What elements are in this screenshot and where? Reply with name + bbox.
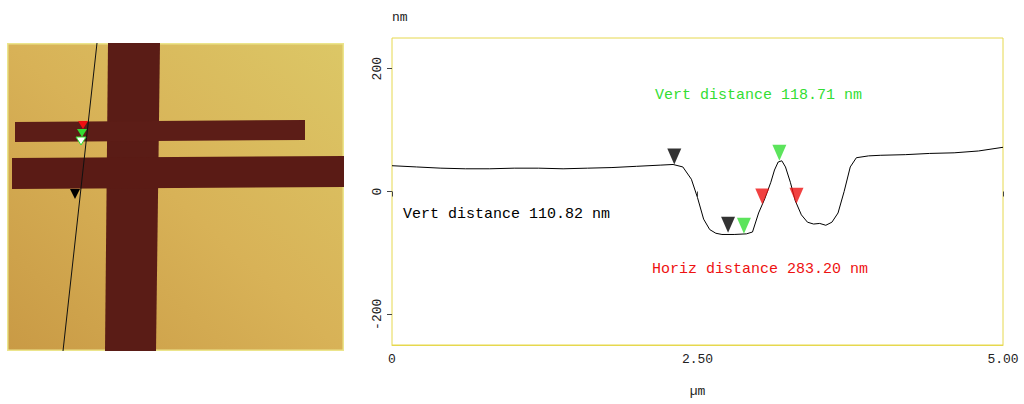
svg-text:Vert distance 118.71 nm: Vert distance 118.71 nm bbox=[655, 87, 862, 104]
svg-text:5.00: 5.00 bbox=[987, 352, 1018, 367]
svg-text:200: 200 bbox=[370, 57, 385, 80]
svg-text:Vert distance 110.82 nm: Vert distance 110.82 nm bbox=[403, 206, 610, 223]
svg-text:0: 0 bbox=[388, 352, 396, 367]
svg-text:Horiz distance 283.20 nm: Horiz distance 283.20 nm bbox=[652, 261, 868, 278]
svg-text:nm: nm bbox=[392, 10, 408, 25]
svg-text:2.50: 2.50 bbox=[682, 352, 713, 367]
svg-text:-200: -200 bbox=[370, 299, 385, 330]
svg-text:0: 0 bbox=[370, 188, 385, 196]
svg-text:µm: µm bbox=[690, 384, 706, 399]
